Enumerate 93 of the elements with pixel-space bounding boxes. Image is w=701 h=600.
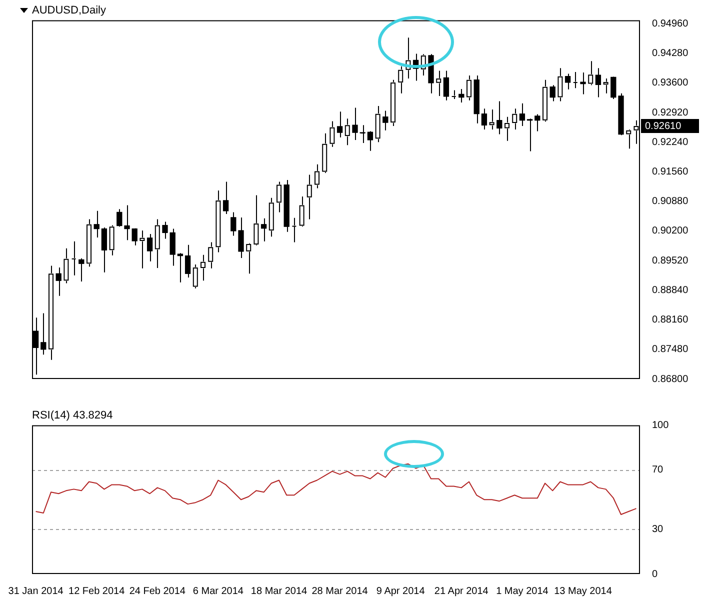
candlestick — [626, 128, 632, 150]
candlestick — [557, 68, 564, 102]
candlestick — [56, 267, 62, 296]
candlestick — [184, 244, 191, 278]
candlestick — [208, 242, 214, 269]
candlestick — [474, 75, 480, 124]
y-tick-label: 0.86800 — [652, 374, 689, 385]
candlestick — [314, 164, 320, 189]
y-tick-label: 0.92240 — [652, 136, 689, 148]
candlestick — [458, 88, 464, 103]
candlestick — [352, 107, 358, 140]
candlestick — [101, 226, 108, 273]
candlestick — [276, 181, 282, 213]
candlestick — [139, 230, 146, 269]
x-tick-label: 1 May 2014 — [496, 586, 549, 597]
candlestick — [86, 218, 92, 268]
candlestick — [268, 197, 274, 238]
candlestick — [230, 212, 236, 236]
x-tick-label: 18 Mar 2014 — [250, 586, 308, 597]
candlestick — [40, 312, 46, 356]
candlestick — [374, 105, 381, 143]
candlestick — [222, 181, 229, 214]
candlestick — [519, 102, 526, 127]
y-tick-label: 0.89520 — [652, 255, 689, 266]
chart-title: AUDUSD,Daily — [32, 4, 106, 17]
candlestick — [306, 174, 312, 220]
candlestick — [367, 130, 374, 152]
candlestick — [154, 218, 160, 268]
candlestick — [63, 248, 70, 284]
candlestick — [550, 84, 556, 102]
candlestick — [215, 190, 222, 253]
candlestick — [94, 210, 100, 238]
x-tick-label: 31 Jan 2014 — [8, 586, 64, 597]
candlestick — [466, 75, 472, 101]
y-tick-label: 0.94960 — [652, 18, 689, 30]
candlestick — [116, 208, 122, 228]
candlestick — [602, 78, 609, 94]
candlestick — [108, 224, 115, 256]
candlestick — [504, 116, 510, 142]
candlestick — [496, 100, 502, 135]
candlestick — [512, 108, 518, 130]
candlestick — [146, 234, 153, 262]
candlestick — [344, 118, 350, 146]
candlestick — [170, 228, 176, 266]
y-tick-label: 100 — [652, 420, 670, 431]
y-tick-label: 0.90880 — [652, 196, 689, 208]
y-tick-label: 30 — [652, 524, 664, 536]
y-tick-label: 0.90200 — [652, 226, 689, 237]
candlestick — [336, 111, 343, 138]
candlestick — [588, 60, 594, 86]
y-tick-label: 0.92920 — [652, 107, 689, 118]
x-tick-label: 13 May 2014 — [554, 586, 612, 597]
candlestick — [329, 120, 336, 148]
x-tick-label: 12 Feb 2014 — [68, 586, 126, 597]
candlestick — [48, 265, 54, 360]
candlestick — [580, 72, 586, 95]
x-tick-label: 9 Apr 2014 — [376, 586, 426, 597]
text: 0.92610 — [645, 120, 682, 132]
candlestick — [382, 110, 388, 131]
candlestick — [200, 254, 206, 282]
candlestick — [124, 204, 130, 241]
candlestick — [132, 228, 138, 246]
x-tick-label: 21 Apr 2014 — [434, 586, 489, 597]
candlestick — [534, 114, 540, 132]
x-tick-label: 28 Mar 2014 — [312, 586, 368, 597]
candlestick — [481, 108, 488, 130]
candlestick — [390, 79, 396, 127]
candlestick — [488, 108, 495, 130]
candlestick — [595, 68, 602, 98]
y-tick-label: 0.94280 — [652, 48, 689, 60]
candlestick — [260, 218, 267, 242]
y-tick-label: 0.88840 — [652, 284, 689, 296]
candlestick — [322, 132, 328, 174]
candlestick — [443, 70, 450, 101]
y-tick-label: 70 — [652, 464, 664, 476]
y-tick-label: 0.93600 — [652, 78, 689, 89]
candlestick — [564, 73, 571, 90]
candlestick — [398, 66, 404, 94]
candlestick — [78, 258, 84, 282]
y-tick-label: 0.91560 — [652, 166, 689, 178]
y-tick-label: 0.87480 — [652, 344, 689, 356]
chart-title: RSI(14) 43.8294 — [32, 410, 113, 422]
candlestick — [253, 194, 260, 246]
candlestick — [298, 196, 305, 228]
candlestick — [192, 264, 198, 289]
candlestick — [542, 79, 548, 122]
y-tick-label: 0 — [652, 568, 658, 580]
x-tick-label: 24 Feb 2014 — [129, 586, 186, 597]
candlestick — [177, 252, 184, 283]
candlestick — [436, 70, 442, 96]
x-tick-label: 6 Mar 2014 — [192, 586, 244, 597]
candlestick — [246, 242, 252, 274]
y-tick-label: 0.88160 — [652, 314, 689, 326]
